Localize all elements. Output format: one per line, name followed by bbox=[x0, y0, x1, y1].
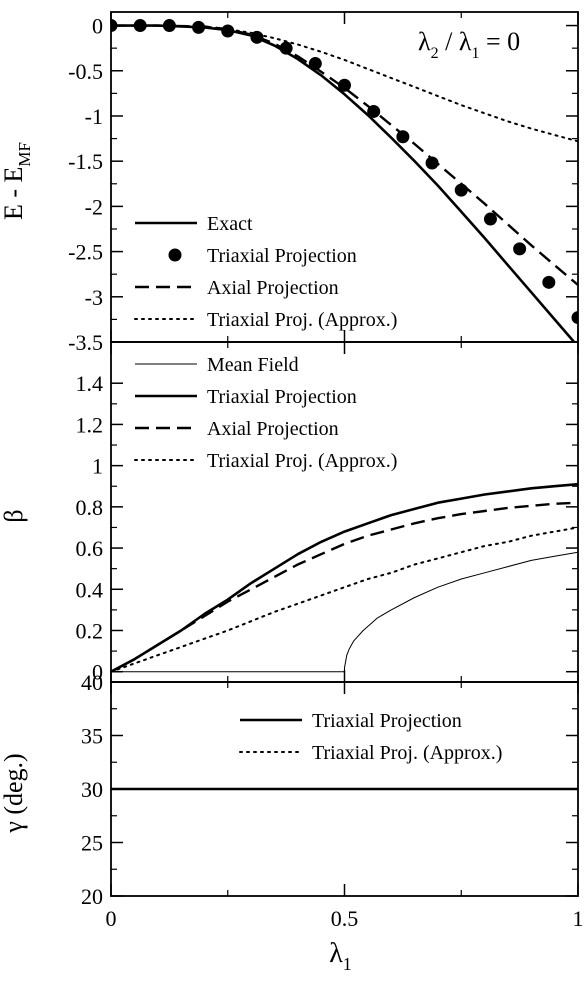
y-tick-label: 0.8 bbox=[76, 495, 104, 520]
series-line-solid bbox=[111, 24, 576, 342]
legend-label: Triaxial Proj. (Approx.) bbox=[207, 450, 397, 472]
data-point bbox=[279, 41, 293, 55]
y-tick-label: 0.6 bbox=[76, 536, 104, 561]
series-line-dashed bbox=[111, 501, 578, 673]
x-axis-label: λ1 bbox=[329, 938, 352, 974]
y-tick-label: 1 bbox=[92, 454, 103, 479]
x-tick-label: 0.5 bbox=[331, 906, 359, 931]
legend-item: Triaxial Projection bbox=[168, 245, 357, 267]
data-point bbox=[542, 275, 556, 289]
legend-item: Triaxial Proj. (Approx.) bbox=[134, 309, 397, 331]
series-line-thin bbox=[111, 551, 578, 673]
legend-item: Axial Projection bbox=[135, 277, 339, 299]
y-tick-label: -3 bbox=[85, 285, 103, 310]
legend-item: Mean Field bbox=[135, 354, 299, 376]
y-tick-label: -2.5 bbox=[68, 240, 103, 265]
annotation-lambda-ratio: λ2 / λ1 = 0 bbox=[418, 27, 520, 62]
y-tick-label: 40 bbox=[81, 670, 103, 695]
legend-label: Triaxial Projection bbox=[207, 245, 357, 267]
legend-label: Triaxial Projection bbox=[207, 386, 357, 408]
legend-label: Mean Field bbox=[207, 354, 299, 376]
y-tick-label: 25 bbox=[81, 831, 103, 856]
y-tick-label: -2 bbox=[85, 194, 103, 219]
legend-item: Triaxial Proj. (Approx.) bbox=[134, 450, 397, 472]
y-tick-label: 30 bbox=[81, 777, 103, 802]
legend-label: Triaxial Proj. (Approx.) bbox=[207, 309, 397, 331]
y-tick-label: 20 bbox=[81, 884, 103, 909]
legend-item: Triaxial Projection bbox=[240, 710, 462, 732]
data-point bbox=[425, 156, 439, 170]
data-point bbox=[571, 311, 578, 325]
plot-frame bbox=[110, 681, 579, 897]
y-tick-label: 0 bbox=[92, 660, 103, 685]
y-tick-label: -0.5 bbox=[68, 59, 103, 84]
plot-frame bbox=[110, 11, 579, 343]
legend-label: Exact bbox=[207, 213, 253, 235]
legend-label: Triaxial Projection bbox=[312, 710, 462, 732]
legend-label: Axial Projection bbox=[207, 418, 339, 440]
y-axis-label: E - EMF bbox=[0, 142, 34, 220]
data-point bbox=[396, 130, 410, 144]
panel-2: 0 0.2 0.4 0.6 0.8 1 1.2 1.4 β Mean Field Triaxial … bbox=[0, 341, 579, 685]
y-tick-label: -3.5 bbox=[68, 330, 103, 355]
legend-label: Triaxial Proj. (Approx.) bbox=[312, 742, 502, 764]
series-group bbox=[111, 482, 578, 673]
legend: Triaxial Projection Triaxial Proj. (Appro… bbox=[239, 710, 502, 764]
y-tick-label: 0.4 bbox=[76, 577, 104, 602]
series-group bbox=[111, 19, 578, 342]
series-line-dotted bbox=[111, 24, 578, 143]
legend-label: Axial Projection bbox=[207, 277, 339, 299]
x-tick-label: 0 bbox=[106, 906, 117, 931]
legend: Exact Triaxial Projection Axial Projection… bbox=[134, 213, 397, 331]
y-tick-label: 1.4 bbox=[76, 371, 104, 396]
legend-item: Triaxial Projection bbox=[135, 386, 357, 408]
legend: Mean Field Triaxial Projection Axial Proje… bbox=[134, 354, 397, 472]
legend-marker bbox=[168, 248, 182, 262]
data-point bbox=[513, 242, 527, 256]
legend-item: Triaxial Proj. (Approx.) bbox=[239, 742, 502, 764]
y-tick-label: 0.2 bbox=[76, 618, 104, 643]
legend-item: Axial Projection bbox=[135, 418, 339, 440]
series-line-solid bbox=[111, 482, 578, 673]
y-tick-label: 0 bbox=[92, 14, 103, 39]
series-line-dotted bbox=[111, 526, 578, 673]
y-tick-label: 35 bbox=[81, 724, 103, 749]
data-point bbox=[221, 24, 235, 38]
y-tick-label: -1.5 bbox=[68, 149, 103, 174]
data-point bbox=[454, 183, 468, 197]
y-axis-label: β bbox=[0, 509, 28, 522]
x-tick-label: 1 bbox=[573, 906, 584, 931]
data-point bbox=[483, 212, 497, 226]
y-axis-label: γ (deg.) bbox=[0, 753, 28, 833]
y-tick-label: -1 bbox=[85, 104, 103, 129]
panel-1: 0 -0.5 -1 -1.5 -2 -2.5 -3 -3.5 E - EMF Exact Triax… bbox=[0, 11, 579, 355]
series-line-dashed bbox=[111, 24, 578, 286]
legend-item: Exact bbox=[135, 213, 253, 235]
y-tick-label: 1.2 bbox=[76, 412, 104, 437]
data-point bbox=[338, 78, 351, 92]
